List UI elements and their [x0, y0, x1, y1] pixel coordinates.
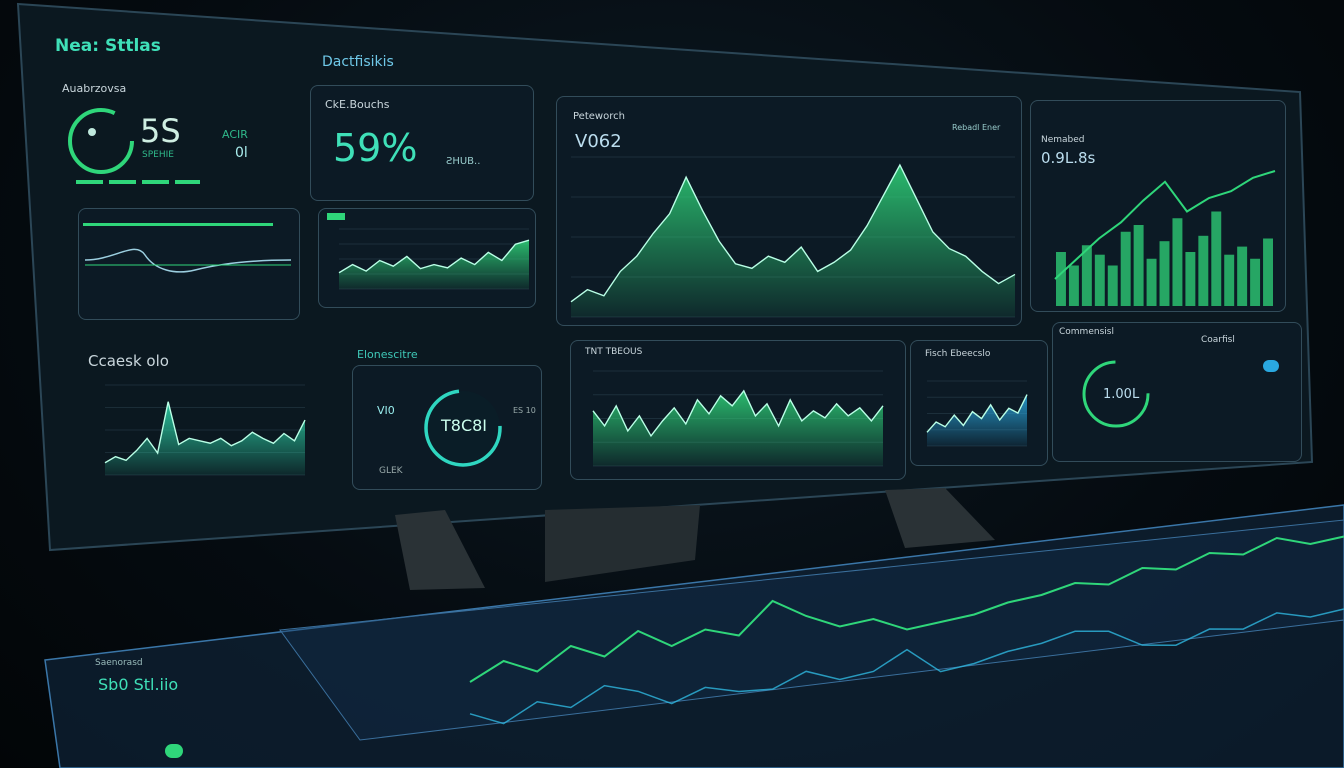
bar: [1107, 265, 1118, 306]
floor-series-line: [469, 535, 1344, 683]
right-bar-line-chart: [1054, 170, 1276, 306]
bar: [1081, 245, 1092, 306]
left-progress-segments: [76, 180, 200, 184]
right-gauge-section-2: Coarfisl: [1201, 335, 1235, 345]
bar: [1056, 252, 1066, 306]
left-line-chart: [84, 248, 292, 273]
lower-blue-label: Fisch Ebeecslo: [925, 349, 991, 359]
main-chart-value: V062: [575, 131, 622, 152]
area-fill: [571, 165, 1015, 317]
mini-chart-marker: [327, 213, 345, 220]
series-line: [1054, 170, 1276, 280]
monitor-stand-right: [885, 488, 995, 548]
right-gauge-value: 1.00L: [1103, 387, 1140, 402]
gauge-left-label: VI0: [377, 404, 395, 417]
main-area-chart: [570, 156, 1016, 318]
series-line: [570, 163, 1016, 303]
bar: [1237, 246, 1248, 306]
floor-label: Saenorasd: [95, 658, 143, 668]
main-chart-panel: Peteworch V062 Rebadl Ener: [556, 96, 1022, 326]
right-gauge-section: Commensisl: [1059, 327, 1114, 337]
left-side-label: ACIR: [222, 128, 248, 141]
lower-green-area-chart: [592, 370, 884, 467]
series-line: [592, 389, 884, 438]
dashboard-title: Nea: Sttlas: [55, 36, 161, 56]
mini-chart-panel: [318, 208, 536, 308]
series-line: [104, 401, 306, 464]
floor-line-chart: [469, 535, 1344, 725]
percentage-card-value: 59%: [333, 126, 418, 170]
bar: [1068, 265, 1079, 306]
right-chart-value: 0.9L.8s: [1041, 149, 1096, 167]
bar: [1198, 235, 1209, 306]
left-gauge-ring: [68, 108, 134, 174]
bar: [1224, 254, 1235, 306]
monitor-stand-left: [395, 510, 485, 590]
lower-green-label: TNT TBEOUS: [585, 347, 643, 357]
middle-title: Dactfisikis: [322, 54, 394, 70]
left-side-value: 0l: [235, 145, 248, 161]
left-line-chart-panel: [78, 208, 300, 320]
main-chart-note: Rebadl Ener: [952, 123, 1001, 132]
bar: [1263, 238, 1273, 306]
bar: [1159, 241, 1170, 306]
gauge-value: T8C8I: [441, 416, 488, 435]
left-line-chart-bar: [83, 223, 273, 226]
left-section-title: Ccaesk olo: [88, 352, 169, 370]
gauge-left-label-2: GLEK: [379, 466, 403, 476]
bar: [1094, 254, 1105, 306]
series-line: [926, 394, 1028, 433]
bar: [1250, 258, 1261, 306]
gauge-right-label: ES 10: [513, 406, 536, 415]
area-fill: [105, 401, 305, 475]
monitor-stand-center: [545, 505, 700, 582]
right-gauge-panel: Commensisl Coarfisl 1.00L: [1052, 322, 1302, 462]
lower-blue-area-chart: [926, 380, 1028, 447]
main-chart-label: Peteworch: [573, 111, 625, 122]
series-line: [338, 239, 530, 274]
area-fill: [593, 390, 883, 466]
gauge-card: T8C8I VI0 GLEK ES 10: [352, 365, 542, 490]
floor-series-line-2: [469, 608, 1344, 725]
lower-blue-panel: Fisch Ebeecslo: [910, 340, 1048, 466]
left-area-chart: [104, 384, 306, 476]
area-fill: [927, 394, 1027, 446]
right-toggle[interactable]: [1263, 360, 1279, 372]
gauge-ring: [424, 389, 502, 467]
right-chart-panel: Nemabed 0.9L.8s: [1030, 100, 1286, 312]
bar: [1133, 225, 1144, 306]
floor-indicator: [165, 744, 183, 758]
bar: [1120, 231, 1131, 306]
mini-line-chart: [338, 228, 530, 290]
left-gauge-value: 5S: [140, 112, 181, 150]
percentage-card: CkE.Bouchs 59% ƧHUB..: [310, 85, 534, 201]
lower-green-panel: TNT TBEOUS: [570, 340, 906, 480]
percentage-card-label: CkE.Bouchs: [325, 98, 390, 111]
bar: [1211, 211, 1222, 306]
bar: [1185, 252, 1196, 306]
left-gauge-caption: SPEHIE: [142, 150, 174, 160]
gauge-card-title: Elonescitre: [357, 348, 418, 361]
bar: [1172, 218, 1183, 306]
percentage-card-unit: ƧHUB..: [446, 156, 481, 167]
floor-panel: [44, 504, 1344, 768]
right-chart-label: Nemabed: [1041, 135, 1085, 145]
left-subtitle: Auabrzovsa: [62, 82, 127, 95]
bar: [1146, 258, 1157, 306]
right-gauge-ring: [1082, 360, 1150, 428]
area-fill: [339, 240, 529, 289]
floor-value: Sb0 Stl.iio: [98, 675, 179, 694]
